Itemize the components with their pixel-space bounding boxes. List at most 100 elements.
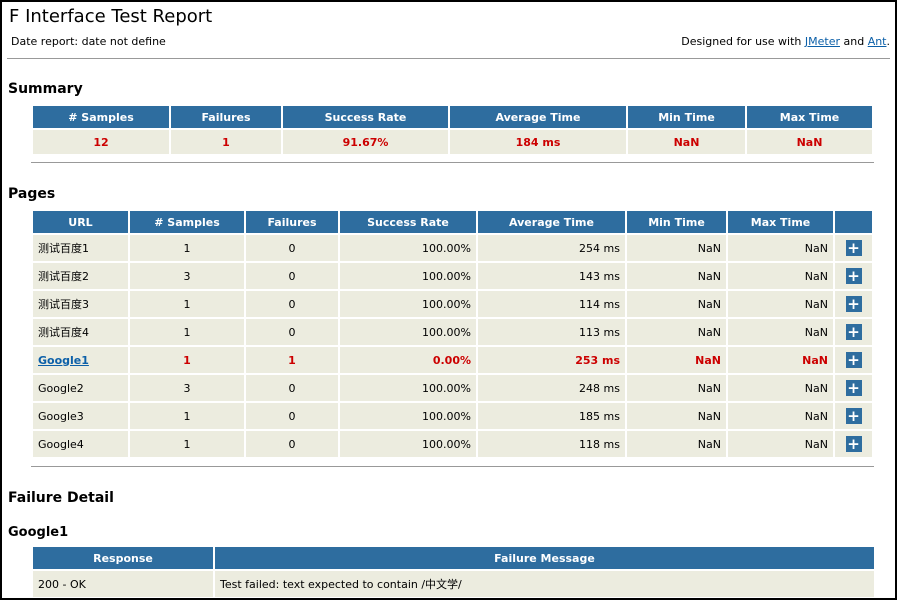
summary-col-average-time: Average Time (450, 106, 626, 128)
page-failures: 0 (246, 261, 338, 289)
expand-cell: + (835, 429, 872, 457)
page-average-time: 143 ms (478, 261, 625, 289)
page-max-time: NaN (728, 233, 833, 261)
header-divider (7, 58, 890, 59)
expand-cell: + (835, 317, 872, 345)
summary-failures: 1 (171, 128, 281, 154)
page-min-time: NaN (627, 289, 726, 317)
page-max-time: NaN (728, 401, 833, 429)
page-average-time: 118 ms (478, 429, 625, 457)
page-average-time: 248 ms (478, 373, 625, 401)
page-min-time: NaN (627, 317, 726, 345)
page-success-rate: 100.00% (340, 261, 476, 289)
page-failures: 0 (246, 233, 338, 261)
page-url-link[interactable]: Google1 (38, 353, 89, 367)
pages-table: URL # Samples Failures Success Rate Aver… (31, 211, 874, 457)
pages-heading: Pages (8, 186, 56, 202)
page-success-rate: 100.00% (340, 289, 476, 317)
page-min-time: NaN (627, 233, 726, 261)
page-average-time: 253 ms (478, 345, 625, 373)
expand-cell: + (835, 345, 872, 373)
pages-header-row: URL # Samples Failures Success Rate Aver… (33, 211, 872, 233)
table-row: Google1 1 1 0.00% 253 ms NaN NaN + (33, 345, 872, 373)
table-row: Google3 1 0 100.00% 185 ms NaN NaN + (33, 401, 872, 429)
pages-col-max-time: Max Time (728, 211, 833, 233)
page-failures: 0 (246, 373, 338, 401)
page-max-time: NaN (728, 373, 833, 401)
page-max-time: NaN (728, 429, 833, 457)
page-samples: 1 (130, 401, 244, 429)
summary-col-max-time: Max Time (747, 106, 872, 128)
page-url: 测试百度1 (33, 233, 128, 261)
summary-max-time: NaN (747, 128, 872, 154)
summary-table: # Samples Failures Success Rate Average … (31, 106, 874, 154)
page-average-time: 114 ms (478, 289, 625, 317)
table-row: 测试百度4 1 0 100.00% 113 ms NaN NaN + (33, 317, 872, 345)
pages-divider (31, 466, 874, 467)
pages-col-min-time: Min Time (627, 211, 726, 233)
pages-col-average-time: Average Time (478, 211, 625, 233)
plus-icon[interactable]: + (845, 267, 862, 285)
summary-col-success-rate: Success Rate (283, 106, 448, 128)
page-max-time: NaN (728, 289, 833, 317)
plus-icon[interactable]: + (845, 379, 862, 397)
page-samples: 1 (130, 429, 244, 457)
page-success-rate: 100.00% (340, 429, 476, 457)
table-row: Google2 3 0 100.00% 248 ms NaN NaN + (33, 373, 872, 401)
expand-cell: + (835, 373, 872, 401)
page-samples: 1 (130, 317, 244, 345)
expand-cell: + (835, 261, 872, 289)
page-success-rate: 100.00% (340, 317, 476, 345)
plus-icon[interactable]: + (845, 407, 862, 425)
page-url: Google4 (33, 429, 128, 457)
failure-detail-heading: Failure Detail (8, 490, 114, 506)
page-success-rate: 100.00% (340, 373, 476, 401)
summary-samples: 12 (33, 128, 169, 154)
expand-cell: + (835, 233, 872, 261)
page-max-time: NaN (728, 345, 833, 373)
expand-cell: + (835, 401, 872, 429)
page-min-time: NaN (627, 429, 726, 457)
summary-header-row: # Samples Failures Success Rate Average … (33, 106, 872, 128)
summary-col-samples: # Samples (33, 106, 169, 128)
plus-icon[interactable]: + (845, 295, 862, 313)
summary-heading: Summary (8, 81, 83, 97)
page-url: 测试百度3 (33, 289, 128, 317)
page-url: Google1 (33, 345, 128, 373)
page-min-time: NaN (627, 261, 726, 289)
failure-table: Response Failure Message 200 - OK Test f… (31, 547, 876, 597)
page-url: Google2 (33, 373, 128, 401)
pages-col-failures: Failures (246, 211, 338, 233)
page-title: F Interface Test Report (9, 6, 213, 27)
designed-suffix: . (886, 35, 891, 48)
summary-row: 12 1 91.67% 184 ms NaN NaN (33, 128, 872, 154)
page-success-rate: 0.00% (340, 345, 476, 373)
failure-page-name: Google1 (8, 525, 69, 540)
summary-divider (31, 162, 874, 163)
page-average-time: 254 ms (478, 233, 625, 261)
page-failures: 0 (246, 401, 338, 429)
page-max-time: NaN (728, 261, 833, 289)
pages-col-expand (835, 211, 872, 233)
and-text: and (839, 35, 868, 48)
page-failures: 0 (246, 429, 338, 457)
page-min-time: NaN (627, 373, 726, 401)
plus-icon[interactable]: + (845, 435, 862, 453)
plus-icon[interactable]: + (845, 239, 862, 257)
summary-col-failures: Failures (171, 106, 281, 128)
page-samples: 3 (130, 373, 244, 401)
plus-icon[interactable]: + (845, 323, 862, 341)
page-average-time: 185 ms (478, 401, 625, 429)
plus-icon[interactable]: + (845, 351, 862, 369)
page-url: 测试百度4 (33, 317, 128, 345)
designed-prefix: Designed for use with (681, 35, 805, 48)
page-min-time: NaN (627, 345, 726, 373)
page-failures: 1 (246, 345, 338, 373)
jmeter-link[interactable]: JMeter (804, 35, 840, 48)
ant-link[interactable]: Ant (867, 35, 887, 48)
summary-col-min-time: Min Time (628, 106, 745, 128)
table-row: 测试百度2 3 0 100.00% 143 ms NaN NaN + (33, 261, 872, 289)
page-failures: 0 (246, 317, 338, 345)
page-success-rate: 100.00% (340, 401, 476, 429)
page-samples: 1 (130, 345, 244, 373)
